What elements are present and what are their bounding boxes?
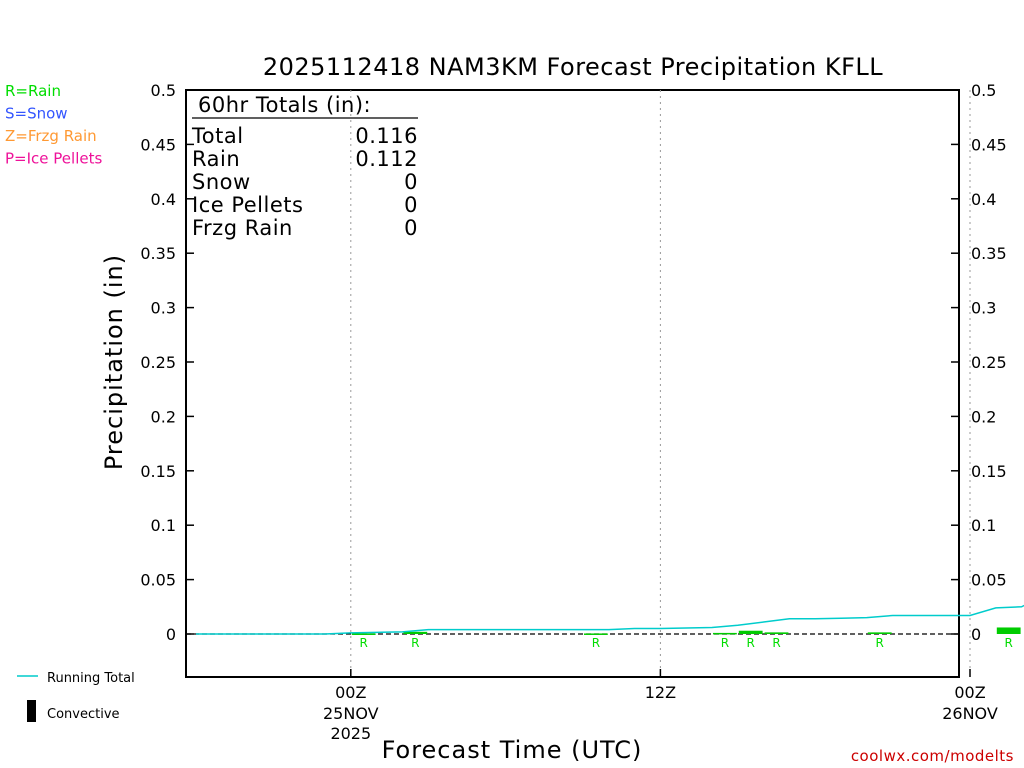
precip-bar: [764, 632, 789, 634]
precip-type-label: R: [721, 636, 729, 650]
running-total-line: [196, 604, 1024, 635]
totals-row-label: Frzg Rain: [192, 216, 293, 240]
totals-row-value: 0: [404, 170, 418, 194]
precip-type-legend-item: Z=Frzg Rain: [5, 127, 97, 145]
precip-type-label: R: [1005, 636, 1013, 650]
y-tick-label-right: 0.35: [971, 244, 1007, 263]
totals-row-label: Total: [191, 124, 244, 148]
x-tick-label: 00Z: [335, 683, 366, 702]
totals-row-value: 0.112: [355, 147, 418, 171]
totals-row-label: Snow: [192, 170, 251, 194]
y-axis-left: 0.5 0.45 0.4 0.35 0.3 0.25 0.2 0.15 0.1 0.05 0: [140, 81, 194, 644]
y-tick-label-left: 0.4: [151, 190, 176, 209]
y-tick-label-right: 0.1: [971, 516, 996, 535]
precip-bar: [584, 633, 608, 635]
x-tick-date: 26NOV: [942, 704, 998, 723]
running-total-polyline: [196, 604, 1024, 635]
precip-bars: [351, 627, 1021, 635]
plot-frame: [185, 89, 960, 678]
chart-title: 2025112418 NAM3KM Forecast Precipitation…: [263, 53, 883, 81]
y-axis-label: Precipitation (in): [100, 254, 128, 470]
precip-type-legend-item: R=Rain: [5, 82, 61, 100]
precip-type-labels: RRRRRRRRRRRRRR: [360, 636, 1013, 650]
precip-bar: [738, 630, 763, 634]
legend-label: Convective: [47, 707, 120, 722]
y-tick-label-right: 0.3: [971, 299, 996, 318]
precip-bar: [351, 633, 376, 635]
totals-row-label: Ice Pellets: [192, 193, 303, 217]
y-tick-label-left: 0.35: [140, 244, 176, 263]
series-legend: Running Total Convective: [17, 671, 135, 722]
precip-bar: [996, 627, 1021, 634]
y-tick-label-right: 0: [971, 625, 981, 644]
y-tick-label-left: 0.15: [140, 462, 176, 481]
precip-type-label: R: [772, 636, 780, 650]
y-tick-label-right: 0.25: [971, 353, 1007, 372]
legend-bar-swatch: [27, 700, 36, 722]
y-tick-label-left: 0.45: [140, 135, 176, 154]
precip-type-legend-item: P=Ice Pellets: [5, 150, 102, 168]
y-tick-label-right: 0.4: [971, 190, 996, 209]
totals-row-value: 0: [404, 193, 418, 217]
x-tick-label: 00Z: [954, 683, 985, 702]
y-tick-label-right: 0.2: [971, 407, 996, 426]
x-axis-label: Forecast Time (UTC): [382, 736, 643, 764]
totals-row-value: 0.116: [355, 124, 418, 148]
y-tick-label-left: 0.2: [151, 407, 176, 426]
x-tick-date: 25NOV: [323, 704, 379, 723]
y-tick-label-left: 0.5: [151, 81, 176, 100]
precip-type-label: R: [876, 636, 884, 650]
y-tick-label-right: 0.5: [971, 81, 996, 100]
precip-type-label: R: [592, 636, 600, 650]
y-tick-label-left: 0.25: [140, 353, 176, 372]
totals-row-label: Rain: [192, 147, 240, 171]
legend-label: Running Total: [47, 671, 135, 686]
totals-heading: 60hr Totals (in):: [198, 93, 371, 117]
y-axis-right: 0.5 0.45 0.4 0.35 0.3 0.25 0.2 0.15 0.1 0.05 0: [951, 81, 1007, 644]
totals-box: 60hr Totals (in): Total 0.116 Rain 0.112 Sno…: [191, 93, 418, 240]
grid-lines: [186, 90, 971, 677]
precip-type-label: R: [360, 636, 368, 650]
precip-bar: [713, 632, 737, 635]
footer-credit: coolwx.com/modelts: [851, 747, 1014, 765]
y-tick-label-left: 0: [166, 625, 176, 644]
precip-bar: [867, 632, 892, 634]
y-tick-label-left: 0.05: [140, 571, 176, 590]
x-tick-year: 2025: [330, 724, 371, 743]
y-tick-label-right: 0.15: [971, 462, 1007, 481]
y-tick-label-right: 0.05: [971, 571, 1007, 590]
y-tick-label-left: 0.1: [151, 516, 176, 535]
x-tick-label: 12Z: [645, 683, 676, 702]
y-tick-label-right: 0.45: [971, 135, 1007, 154]
x-axis: 00Z25NOV202512Z00Z26NOV12Z00Z27NOV: [323, 669, 998, 743]
precip-type-label: R: [411, 636, 419, 650]
y-tick-label-left: 0.3: [151, 299, 176, 318]
precip-bar: [403, 631, 428, 634]
totals-row-value: 0: [404, 216, 418, 240]
precip-type-label: R: [747, 636, 755, 650]
precip-type-legend-item: S=Snow: [5, 105, 68, 123]
precip-type-legend: R=Rain S=Snow Z=Frzg Rain P=Ice Pellets: [5, 82, 102, 168]
